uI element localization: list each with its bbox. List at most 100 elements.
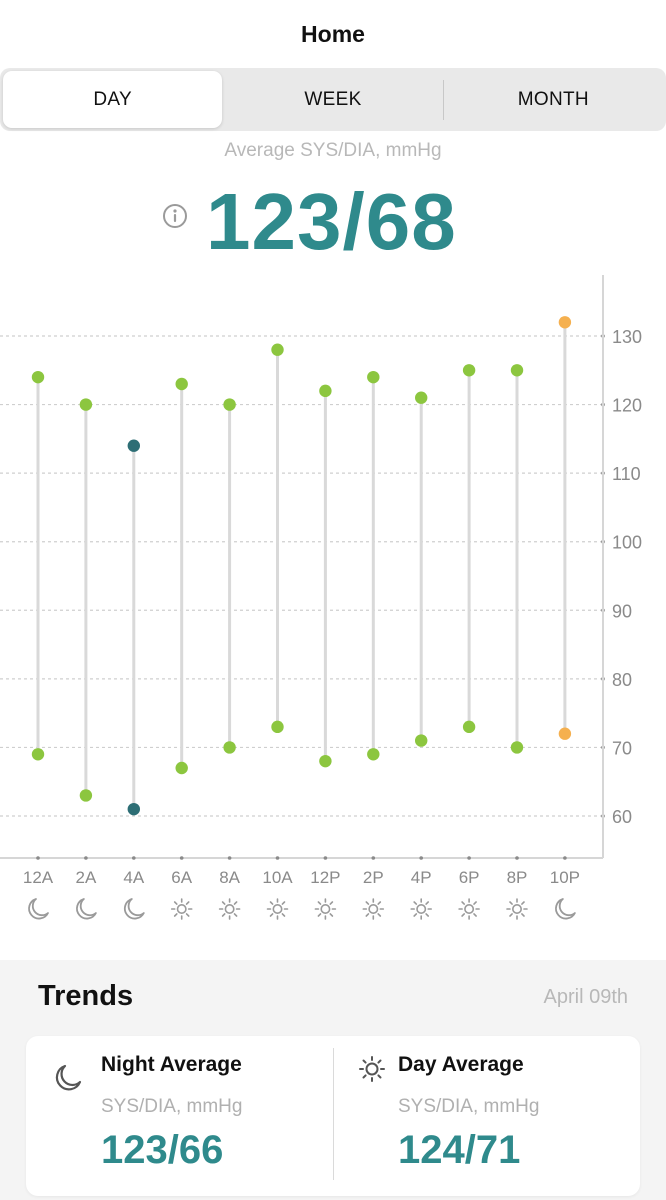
sun-ray: [521, 901, 525, 905]
info-icon[interactable]: [162, 203, 188, 229]
sun-ray: [461, 913, 466, 917]
x-tick-label: 8P: [507, 868, 528, 887]
night-average-column: Night Average SYS/DIA, mmHg 123/66: [26, 1036, 333, 1196]
sun-ray: [521, 913, 525, 917]
y-tick-label: 70: [612, 738, 632, 758]
dia-point: [271, 720, 284, 734]
sun-ray: [221, 913, 226, 917]
night-average-label: Night Average: [101, 1053, 242, 1076]
tab-month[interactable]: MONTH: [517, 88, 589, 110]
sun-ray: [473, 913, 477, 917]
sys-point: [223, 398, 236, 411]
x-tick-label: 8A: [219, 868, 240, 887]
dia-point: [558, 727, 572, 740]
sun-ray: [329, 913, 334, 917]
tab-divider: [442, 79, 444, 120]
dia-point: [510, 741, 524, 754]
sun-ray: [377, 913, 382, 917]
moon-icon: [555, 898, 576, 920]
page-title: Home: [301, 20, 365, 47]
tab-week[interactable]: WEEK: [304, 88, 362, 110]
x-tick-label: 2P: [363, 868, 384, 887]
sun-ray: [425, 901, 430, 905]
sun-ray: [173, 901, 178, 905]
sun-ray: [173, 913, 178, 917]
averages-card: Night Average SYS/DIA, mmHg 123/66 Day A…: [26, 1036, 640, 1196]
moon-icon: [28, 898, 49, 920]
y-tick-label: 60: [612, 807, 632, 827]
sun-icon: [224, 903, 235, 914]
sys-point: [31, 370, 45, 384]
sun-ray: [269, 913, 274, 917]
x-tick-label: 10P: [550, 868, 580, 887]
x-tick-mark: [84, 856, 88, 860]
moon-icon: [123, 898, 145, 920]
dia-point: [223, 741, 236, 754]
x-tick-mark: [275, 856, 280, 860]
sun-ray: [461, 901, 466, 905]
sun-ray: [509, 913, 513, 917]
sun-icon: [511, 903, 522, 914]
dia-point: [31, 748, 45, 761]
y-tick-label: 110: [612, 464, 641, 484]
y-tick-label: 90: [612, 601, 632, 621]
y-tick-label: 100: [612, 533, 642, 553]
day-average-value: 124/71: [398, 1128, 521, 1172]
dia-point: [79, 789, 93, 802]
tab-day[interactable]: DAY: [3, 71, 223, 128]
x-tick-label: 12P: [310, 868, 340, 887]
dia-point: [462, 720, 476, 734]
y-tick-label: 130: [612, 327, 642, 347]
trends-title: Trends: [38, 980, 134, 1012]
x-tick-mark: [467, 856, 471, 860]
sys-point: [127, 439, 140, 452]
sun-ray: [281, 913, 286, 917]
sun-ray: [329, 901, 334, 905]
dia-point: [319, 754, 332, 768]
x-tick-label: 4A: [123, 868, 144, 887]
day-average-label: Day Average: [398, 1053, 524, 1076]
average-label: Average SYS/DIA, mmHg: [224, 140, 442, 161]
sun-ray: [317, 901, 322, 905]
sun-icon: [359, 1056, 385, 1082]
x-tick-label: 2A: [76, 868, 97, 887]
sys-point: [367, 370, 380, 384]
app-header: Home: [0, 0, 666, 68]
sun-icon: [416, 903, 427, 914]
trends-date: April 09th: [543, 986, 629, 1008]
sun-ray: [365, 913, 370, 917]
blood-pressure-range-chart: 130 120 110 100 90 80 70 60 12A 2A 4A 6A 8A 10A 12P 2P 4…: [0, 275, 642, 920]
sun-ray: [281, 901, 286, 905]
sun-ray: [473, 901, 477, 905]
x-tick-mark: [36, 856, 40, 860]
card-divider: [333, 1048, 334, 1180]
x-tick-mark: [419, 856, 424, 860]
moon-icon: [55, 1064, 82, 1091]
dia-point: [175, 761, 188, 775]
x-tick-mark: [323, 856, 328, 860]
sun-ray: [413, 913, 418, 917]
sun-icon: [320, 903, 331, 914]
sys-point: [175, 377, 188, 391]
sun-ray: [425, 913, 430, 917]
sun-ray: [185, 901, 190, 905]
dia-point: [127, 802, 140, 816]
night-average-unit: SYS/DIA, mmHg: [101, 1096, 243, 1117]
sun-ray: [233, 901, 238, 905]
sys-point: [79, 398, 93, 411]
x-tick-label: 6P: [459, 868, 480, 887]
sun-ray: [185, 913, 190, 917]
sys-point: [319, 384, 332, 398]
period-segmented-control: DAY WEEK MONTH: [0, 68, 666, 131]
day-average-column: Day Average SYS/DIA, mmHg 124/71: [333, 1036, 640, 1196]
sun-ray: [221, 901, 226, 905]
sun-ray: [413, 901, 418, 905]
dia-point: [367, 748, 380, 761]
moon-icon: [76, 898, 97, 920]
day-average-unit: SYS/DIA, mmHg: [398, 1096, 540, 1117]
x-tick-mark: [227, 856, 232, 860]
sys-point: [510, 364, 524, 377]
sun-ray: [377, 901, 382, 905]
x-tick-label: 12A: [23, 868, 54, 887]
x-tick-mark: [515, 856, 519, 860]
